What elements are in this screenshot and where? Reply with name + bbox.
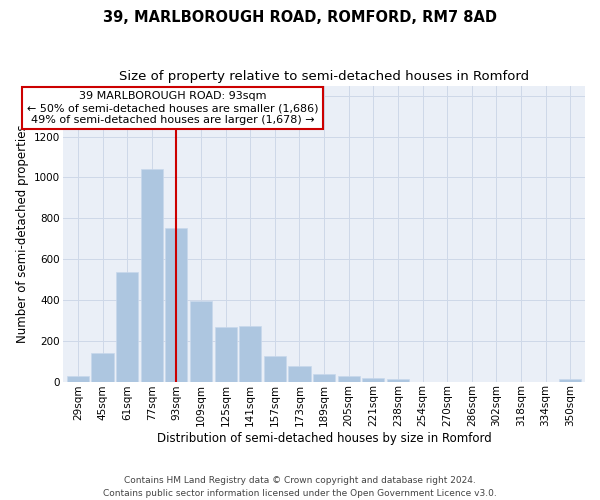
Text: 39, MARLBOROUGH ROAD, ROMFORD, RM7 8AD: 39, MARLBOROUGH ROAD, ROMFORD, RM7 8AD bbox=[103, 10, 497, 25]
Bar bbox=[140, 169, 163, 382]
Bar bbox=[67, 376, 89, 382]
Bar bbox=[338, 376, 360, 382]
Bar bbox=[362, 378, 385, 382]
Title: Size of property relative to semi-detached houses in Romford: Size of property relative to semi-detach… bbox=[119, 70, 529, 83]
Bar bbox=[264, 356, 286, 382]
Bar bbox=[559, 379, 581, 382]
Bar bbox=[387, 379, 409, 382]
Bar bbox=[165, 228, 187, 382]
Text: 39 MARLBOROUGH ROAD: 93sqm
← 50% of semi-detached houses are smaller (1,686)
49%: 39 MARLBOROUGH ROAD: 93sqm ← 50% of semi… bbox=[27, 92, 319, 124]
Bar bbox=[313, 374, 335, 382]
Bar bbox=[116, 272, 138, 382]
Bar bbox=[289, 366, 311, 382]
Y-axis label: Number of semi-detached properties: Number of semi-detached properties bbox=[16, 124, 29, 343]
Text: Contains HM Land Registry data © Crown copyright and database right 2024.
Contai: Contains HM Land Registry data © Crown c… bbox=[103, 476, 497, 498]
Bar bbox=[215, 328, 236, 382]
X-axis label: Distribution of semi-detached houses by size in Romford: Distribution of semi-detached houses by … bbox=[157, 432, 491, 445]
Bar bbox=[239, 326, 262, 382]
Bar bbox=[190, 301, 212, 382]
Bar bbox=[91, 353, 113, 382]
